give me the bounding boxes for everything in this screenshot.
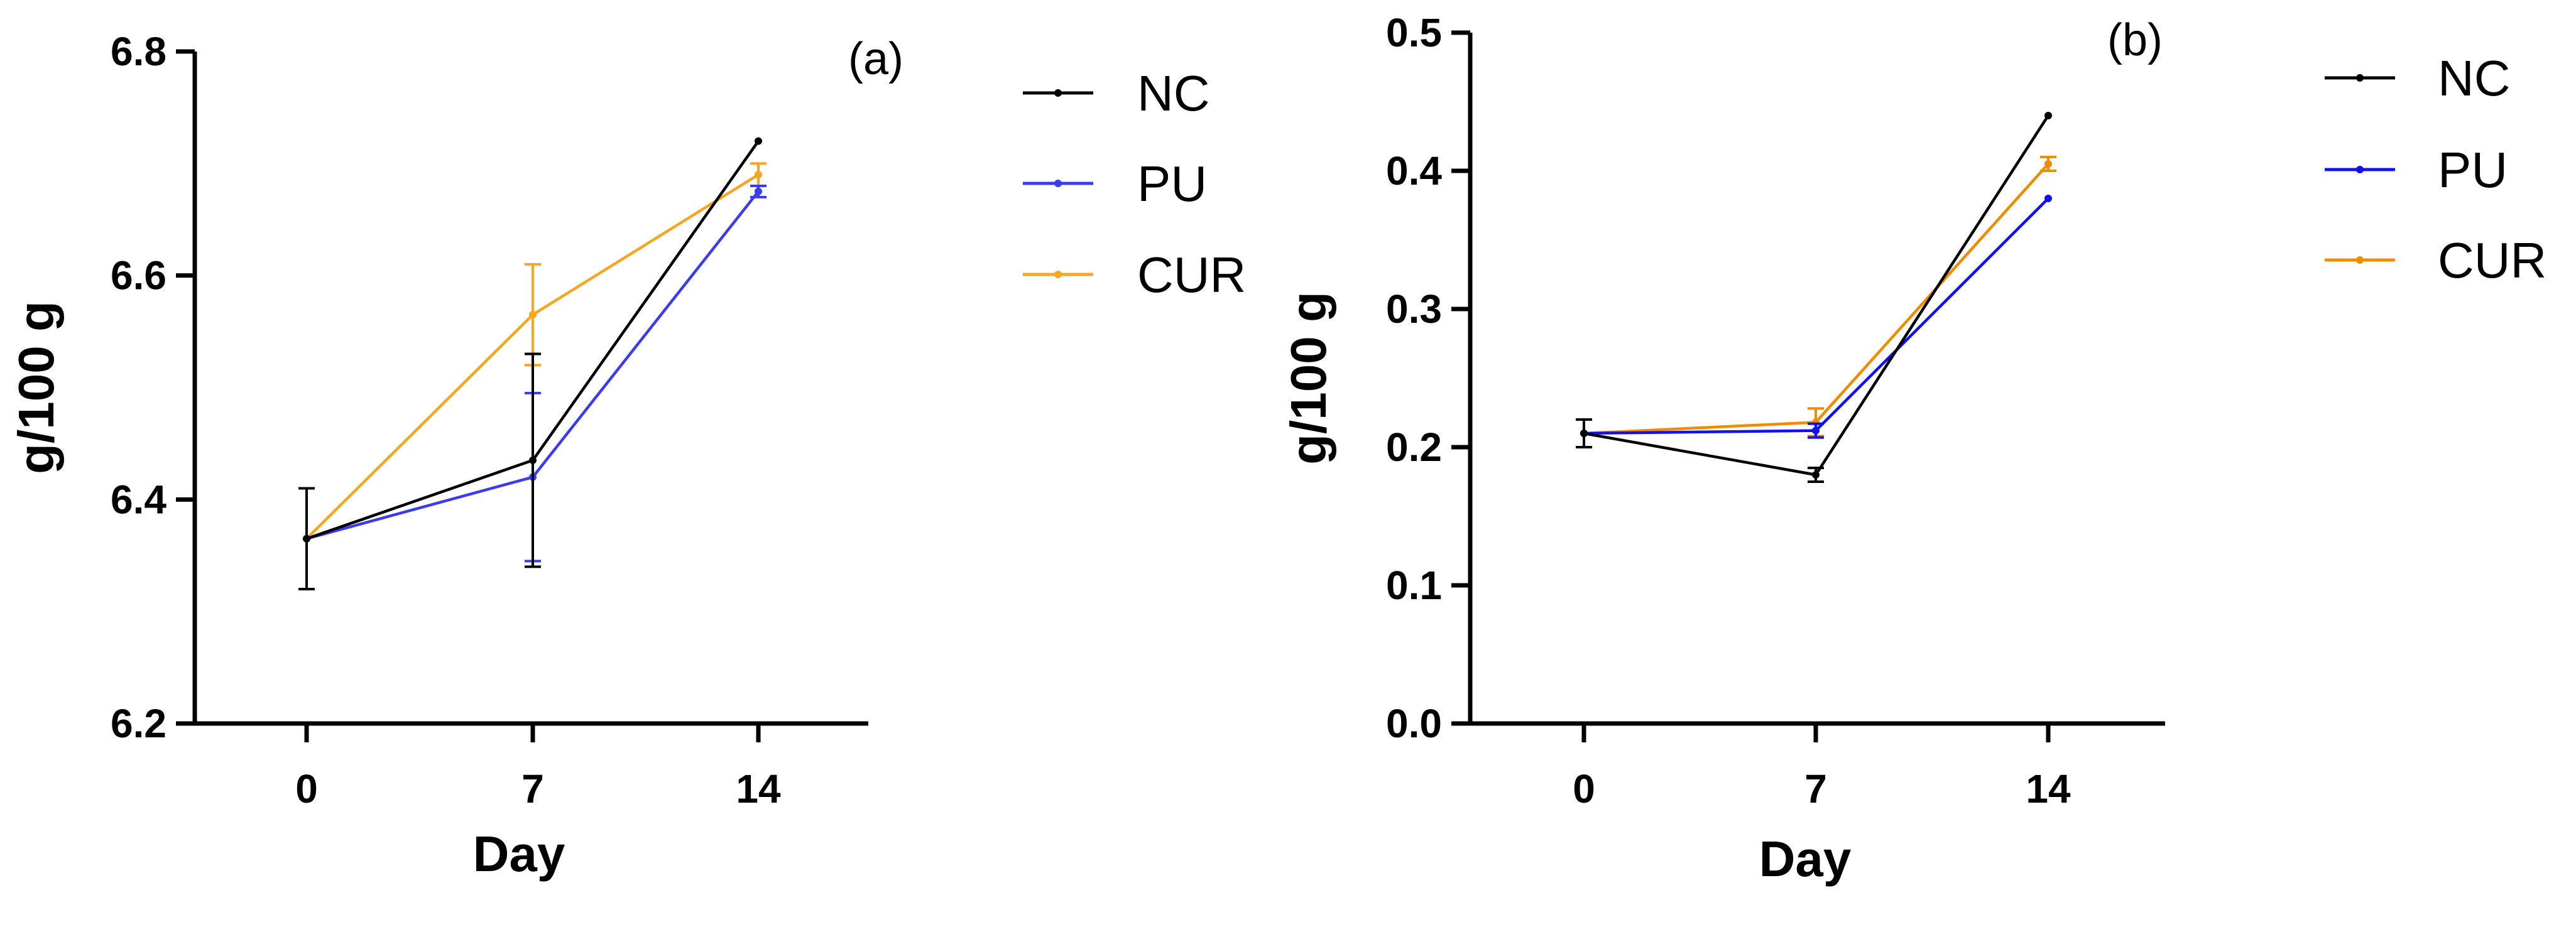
series-cur <box>1580 156 2056 438</box>
legend-label-pu: PU <box>2438 142 2508 198</box>
x-tick-label: 7 <box>521 766 544 811</box>
legend-label-nc: NC <box>1137 65 1210 121</box>
data-point <box>755 171 762 179</box>
x-tick-label: 0 <box>1573 766 1595 811</box>
data-point <box>2044 160 2052 168</box>
x-axis-title: Day <box>1759 831 1852 887</box>
y-tick-label: 0.5 <box>1386 10 1442 55</box>
legend-marker <box>2356 166 2364 173</box>
y-tick-label: 0.3 <box>1386 286 1442 332</box>
data-point <box>1812 426 1820 435</box>
y-tick-label: 6.6 <box>111 253 166 298</box>
data-point <box>303 534 310 543</box>
series-pu <box>1580 195 2052 439</box>
panel-label: (b) <box>2107 15 2163 65</box>
legend: NC PU CUR <box>2325 50 2546 288</box>
legend-label-cur: CUR <box>1137 247 1246 303</box>
x-tick-label: 0 <box>295 766 318 811</box>
x-tick-label: 14 <box>736 766 781 811</box>
data-point <box>2044 195 2052 202</box>
legend-marker <box>2356 74 2364 82</box>
y-tick-label: 6.2 <box>111 701 166 746</box>
series-nc <box>298 137 762 590</box>
legend-marker <box>1054 89 1062 97</box>
y-tick-label: 0.1 <box>1386 563 1442 608</box>
legend-marker <box>1054 271 1062 278</box>
y-tick-label: 6.4 <box>111 477 166 522</box>
legend-label-nc: NC <box>2438 50 2511 106</box>
series-pu <box>303 185 767 563</box>
data-point <box>755 187 762 195</box>
legend-label-pu: PU <box>1137 156 1207 212</box>
legend: NC PU CUR <box>1023 65 1246 303</box>
data-point <box>1812 471 1820 479</box>
data-point <box>755 137 762 145</box>
data-point <box>1580 430 1588 437</box>
data-point <box>529 311 537 319</box>
legend-label-cur: CUR <box>2438 232 2546 288</box>
panel-b: 0.0 0.1 0.2 0.3 0.4 0.5 0 7 14 Day g/100 g (b) NC PU C… <box>1280 10 2546 887</box>
x-tick-label: 7 <box>1804 766 1827 811</box>
y-tick-label: 0.4 <box>1386 148 1442 193</box>
y-axis-title: g/100 g <box>1280 291 1336 465</box>
legend-marker <box>2356 256 2364 264</box>
legend-marker <box>1054 180 1062 187</box>
y-tick-label: 0.2 <box>1386 425 1442 470</box>
panel-label: (a) <box>848 34 903 84</box>
y-tick-label: 0.0 <box>1386 701 1442 746</box>
x-axis-title: Day <box>473 826 565 882</box>
panel-a: 6.2 6.4 6.6 6.8 0 7 14 Day g/100 g (a) NC PU CUR <box>8 29 1246 882</box>
data-point <box>2044 112 2052 119</box>
y-axis-title: g/100 g <box>8 301 64 474</box>
series-line-pu <box>1583 197 2049 435</box>
x-tick-label: 14 <box>2026 766 2071 811</box>
data-point <box>529 456 537 464</box>
series-line-cur <box>1583 163 2049 435</box>
y-tick-label: 6.8 <box>111 29 166 74</box>
series-nc <box>1576 112 2052 483</box>
